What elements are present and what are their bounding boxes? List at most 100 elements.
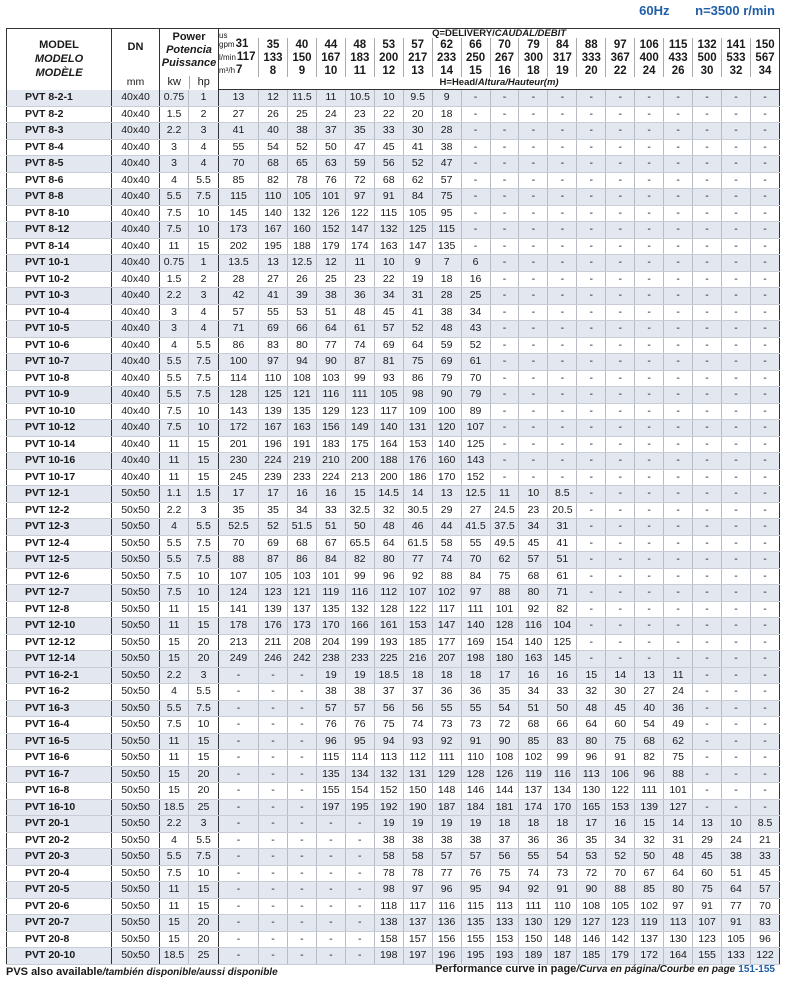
flow-m3h-value: 9	[286, 64, 317, 77]
power-label-en: Power	[172, 31, 206, 43]
head-cell: -	[576, 271, 606, 288]
table-row: PVT 12-8 50x50 11 15 141 139 137 135 132 128 122 11…	[6, 601, 780, 618]
dn-cell: 50x50	[111, 832, 160, 849]
head-cell: -	[634, 650, 664, 668]
kw-cell: 5.5	[159, 386, 189, 404]
head-cell: -	[286, 832, 317, 849]
head-cell: 80	[373, 551, 404, 569]
head-cell: -	[749, 172, 780, 189]
head-cell: 107	[402, 584, 433, 602]
head-cell: 10.5	[344, 89, 375, 107]
kw-cell: 18.5	[159, 947, 189, 965]
head-cell: 173	[218, 221, 259, 239]
head-cell: 35	[576, 832, 606, 849]
head-cell: -	[749, 436, 780, 453]
head-cell: 126	[315, 205, 346, 222]
head-cell: 239	[258, 469, 288, 486]
head-cell: 41.5	[460, 518, 491, 536]
head-cell: -	[576, 254, 606, 272]
head-cell: -	[576, 287, 606, 305]
head-cell: -	[518, 436, 548, 453]
head-cell: 10	[518, 485, 548, 503]
flow-value: 150	[292, 51, 312, 64]
model-cell: PVT 16-5	[6, 733, 112, 750]
head-cell: 180	[489, 650, 519, 668]
head-cell: 10	[373, 254, 404, 272]
head-cell: -	[721, 749, 751, 767]
head-cell: 167	[258, 419, 288, 437]
head-cell: -	[749, 155, 780, 173]
head-cell: -	[749, 221, 780, 239]
head-cell: -	[518, 89, 548, 107]
dn-cell: 40x40	[111, 353, 160, 371]
head-cell: -	[605, 188, 635, 206]
head-cell: 50	[634, 848, 664, 866]
head-cell: 18	[402, 666, 433, 684]
head-cell: 36	[518, 832, 548, 849]
head-cell: -	[489, 271, 519, 288]
hp-cell: 7.5	[187, 551, 219, 569]
head-cell: 175	[344, 436, 375, 453]
flow-m3h-value: 14	[431, 64, 462, 77]
flow-lmin-value: 567	[749, 51, 780, 64]
kw-cell: 11	[159, 898, 189, 915]
head-cell: -	[576, 106, 606, 123]
head-cell: -	[692, 337, 722, 354]
head-cell: 119	[518, 766, 548, 783]
head-cell: -	[692, 254, 722, 272]
head-cell: 156	[431, 931, 462, 948]
table-row: PVT 16-10 50x50 18.5 25- - -197 195 192 190 187 18…	[6, 799, 780, 816]
head-cell: 242	[286, 650, 317, 668]
head-cell: 157	[402, 931, 433, 948]
head-cell: -	[489, 353, 519, 371]
head-cell: 154	[489, 634, 519, 651]
kw-cell: 7.5	[159, 584, 189, 602]
head-cell: -	[605, 89, 635, 107]
head-cell: 178	[218, 617, 259, 635]
head-cell: 238	[315, 650, 346, 668]
head-cell: -	[692, 634, 722, 651]
head-cell: -	[576, 304, 606, 321]
head-cell: 144	[489, 782, 519, 800]
head-cell: 87	[344, 353, 375, 371]
kw-cell: 7.5	[159, 716, 189, 734]
head-cell: -	[576, 337, 606, 354]
head-cell: 145	[218, 205, 259, 222]
head-cell: 66	[547, 716, 577, 734]
head-cell: 128	[460, 766, 491, 783]
head-cell: -	[576, 650, 606, 668]
head-cell: -	[605, 650, 635, 668]
head-cell: -	[749, 370, 780, 387]
head-cell: 24	[721, 832, 751, 849]
head-cell: -	[605, 106, 635, 123]
head-cell: -	[218, 666, 259, 684]
head-cell: -	[605, 370, 635, 387]
head-cell: -	[749, 238, 780, 255]
page-reference-link[interactable]: 151-155	[738, 964, 775, 975]
head-cell: 53	[576, 848, 606, 866]
head-cell: 170	[547, 799, 577, 816]
dn-cell: 40x40	[111, 221, 160, 239]
head-cell: -	[721, 238, 751, 255]
head-cell: 70	[460, 370, 491, 387]
head-cell: -	[721, 320, 751, 338]
table-row: PVT 8-6 40x40 4 5.5 85 82 78 76 72 68 62 57- - - - - - - -…	[6, 172, 780, 189]
head-cell: -	[721, 716, 751, 734]
head-cell: -	[605, 518, 635, 536]
flow-value: 183	[350, 51, 370, 64]
dn-cell: 40x40	[111, 403, 160, 420]
head-cell: -	[663, 205, 693, 222]
head-cell: -	[576, 518, 606, 536]
head-cell: -	[547, 304, 577, 321]
head-cell: -	[634, 89, 664, 107]
flow-value: 400	[639, 51, 659, 64]
head-cell: 130	[663, 931, 693, 948]
head-cell: 82	[344, 551, 375, 569]
kw-cell: 11	[159, 436, 189, 453]
head-cell: 61	[547, 568, 577, 585]
head-cell: -	[634, 419, 664, 437]
head-cell: 45	[518, 535, 548, 552]
flow-lmin-value: 133	[258, 51, 288, 64]
flow-value: 22	[613, 64, 627, 77]
table-row: PVT 20-2 50x50 4 5.5- - - - -38 38 38 38 37 36 36 35 34…	[6, 832, 780, 849]
